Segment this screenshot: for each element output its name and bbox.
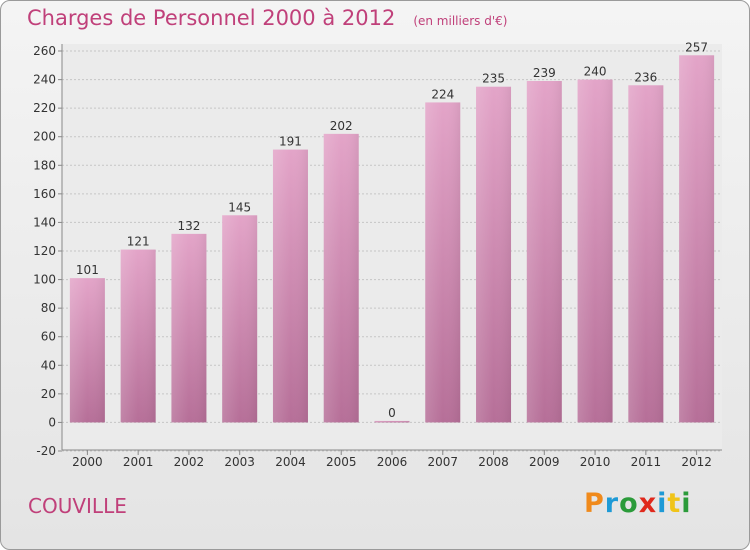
chart-unit: (en milliers d'€) xyxy=(413,14,508,28)
x-tick-label: 2006 xyxy=(377,455,408,469)
value-label: 121 xyxy=(127,235,150,249)
y-tick-label: -20 xyxy=(36,444,56,458)
logo-letter: P xyxy=(584,488,605,519)
value-label: 0 xyxy=(388,406,396,420)
commune-name: COUVILLE xyxy=(28,494,127,518)
x-tick-label: 2007 xyxy=(427,455,458,469)
y-tick-label: 260 xyxy=(33,44,56,58)
value-label: 145 xyxy=(228,200,251,214)
y-tick-label: 80 xyxy=(41,301,56,315)
y-tick-label: 100 xyxy=(33,273,56,287)
value-label: 239 xyxy=(533,66,556,80)
x-tick-label: 2010 xyxy=(580,455,611,469)
value-label: 224 xyxy=(431,87,454,101)
value-labels: 101 121 132 145 191 202 0 224 235 239 240 236 257 xyxy=(76,40,708,420)
chart-title: Charges de Personnel 2000 à 2012 xyxy=(27,6,396,30)
bar-sheen xyxy=(425,102,461,423)
y-tick-label: 60 xyxy=(41,330,56,344)
value-label: 202 xyxy=(330,119,353,133)
x-tick-label: 2004 xyxy=(275,455,306,469)
y-tick-label: 220 xyxy=(33,101,56,115)
value-label: 132 xyxy=(177,219,200,233)
y-axis: -20 0 20 40 60 80 100 120 140 160 180 200 220 240 260 xyxy=(33,44,722,458)
bar-sheen xyxy=(323,133,359,423)
y-tick-label: 140 xyxy=(33,215,56,229)
bar-sheen xyxy=(679,55,715,423)
x-axis: 2000 2001 2002 2003 2004 2005 2006 2007 2008 2009… xyxy=(72,450,712,469)
y-tick-label: 120 xyxy=(33,244,56,258)
bar-sheen xyxy=(577,79,613,423)
x-tick-label: 2001 xyxy=(123,455,154,469)
value-label: 236 xyxy=(634,70,657,84)
value-label: 257 xyxy=(685,40,708,54)
bar-sheen xyxy=(120,249,156,423)
bar-sheen xyxy=(628,85,664,423)
x-tick-label: 2000 xyxy=(72,455,103,469)
logo-letter: r xyxy=(604,488,620,519)
x-tick-label: 2003 xyxy=(224,455,255,469)
x-tick-label: 2002 xyxy=(174,455,205,469)
bars xyxy=(69,55,715,423)
x-tick-label: 2005 xyxy=(326,455,357,469)
y-tick-label: 200 xyxy=(33,130,56,144)
chart-header: Charges de Personnel 2000 à 2012 (en mil… xyxy=(27,6,507,30)
x-tick-label: 2012 xyxy=(681,455,712,469)
bar-sheen xyxy=(476,86,512,423)
logo-letter: i xyxy=(657,488,668,519)
y-tick-label: 40 xyxy=(41,358,56,372)
value-label: 235 xyxy=(482,72,505,86)
value-label: 101 xyxy=(76,263,99,277)
x-tick-label: 2008 xyxy=(478,455,509,469)
y-tick-label: 180 xyxy=(33,158,56,172)
y-tick-label: 160 xyxy=(33,187,56,201)
bar-sheen xyxy=(272,149,308,423)
plot-area xyxy=(62,44,722,450)
value-label: 240 xyxy=(584,65,607,79)
logo-letter: x xyxy=(638,488,658,519)
bar-sheen xyxy=(374,420,410,423)
x-tick-label: 2009 xyxy=(529,455,560,469)
x-tick-label: 2011 xyxy=(631,455,662,469)
bar-sheen xyxy=(171,233,207,423)
bar-sheen xyxy=(69,278,105,423)
proxiti-logo[interactable]: Proxiti xyxy=(584,488,692,519)
logo-letter: i xyxy=(681,488,692,519)
y-tick-label: 20 xyxy=(41,387,56,401)
bar-sheen xyxy=(526,81,562,423)
logo-letter: t xyxy=(667,488,682,519)
y-tick-label: 0 xyxy=(48,415,56,429)
value-label: 191 xyxy=(279,135,302,149)
bar-sheen xyxy=(222,215,258,423)
y-tick-label: 240 xyxy=(33,73,56,87)
logo-letter: o xyxy=(619,488,639,519)
